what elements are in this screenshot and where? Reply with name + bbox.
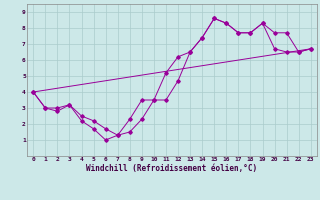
X-axis label: Windchill (Refroidissement éolien,°C): Windchill (Refroidissement éolien,°C): [86, 164, 258, 173]
